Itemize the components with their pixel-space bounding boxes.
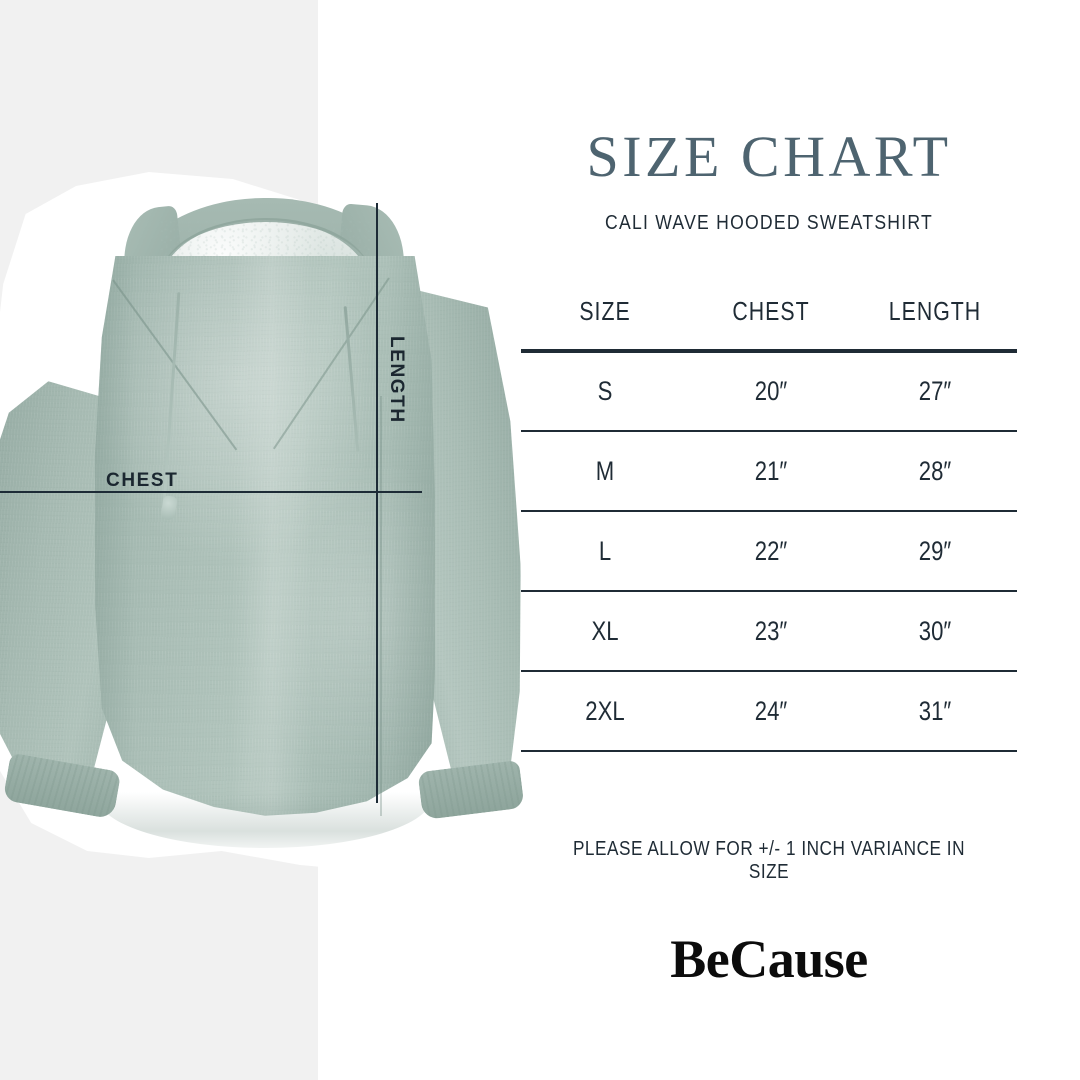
- cell-length: 28″: [918, 455, 952, 486]
- column-header-length: LENGTH: [888, 296, 982, 326]
- column-header-size: SIZE: [579, 296, 631, 326]
- cell-chest: 20″: [754, 376, 788, 406]
- chest-measure-label: CHEST: [106, 470, 179, 491]
- cell-size: 2XL: [585, 695, 625, 726]
- cell-size: L: [598, 535, 612, 566]
- table-row: L 22″ 29″: [521, 511, 1017, 591]
- cell-size: M: [595, 455, 615, 486]
- torso-drape-shading: [95, 256, 435, 816]
- brand-logo: BeCause: [670, 929, 868, 989]
- fabric-texture-torso: [95, 256, 435, 816]
- cell-chest: 21″: [754, 455, 788, 486]
- chest-measure-line: [0, 491, 422, 493]
- cell-length: 27″: [918, 376, 952, 406]
- table-row: S 20″ 27″: [521, 351, 1017, 431]
- length-measure-label: LENGTH: [386, 336, 407, 424]
- cuff-right: [417, 759, 525, 821]
- page-title: SIZE CHART: [586, 124, 952, 189]
- cell-size: XL: [591, 615, 619, 646]
- cell-chest: 22″: [754, 535, 788, 566]
- product-photo: CHEST LENGTH: [0, 0, 520, 1080]
- table-header-row: SIZE CHEST LENGTH: [521, 296, 1017, 351]
- table-row: 2XL 24″ 31″: [521, 671, 1017, 751]
- cell-chest: 23″: [754, 615, 788, 646]
- table-header: SIZE CHEST LENGTH: [521, 296, 1017, 351]
- torso-panel: [95, 256, 435, 816]
- cell-size: S: [597, 376, 613, 406]
- table-body: S 20″ 27″ M 21″ 28″ L 22″ 29″ XL 23″: [521, 351, 1017, 751]
- column-header-chest: CHEST: [732, 296, 810, 326]
- table-row: XL 23″ 30″: [521, 591, 1017, 671]
- variance-note: PLEASE ALLOW FOR +/- 1 INCH VARIANCE IN …: [572, 838, 966, 883]
- cell-length: 30″: [918, 615, 952, 646]
- chart-content: SIZE CHART CALI WAVE HOODED SWEATSHIRT S…: [521, 0, 1017, 1080]
- cell-chest: 24″: [754, 695, 788, 726]
- page-subtitle: CALI WAVE HOODED SWEATSHIRT: [605, 212, 933, 234]
- cell-length: 31″: [918, 695, 952, 726]
- size-chart-table: SIZE CHEST LENGTH S 20″ 27″ M 21″ 28″ L: [521, 296, 1017, 752]
- torso-fold-crease: [380, 396, 382, 816]
- cell-length: 29″: [918, 535, 952, 566]
- neckline-band: [160, 218, 372, 344]
- length-measure-line: [376, 203, 378, 803]
- cuff-left: [2, 752, 122, 820]
- table-row: M 21″ 28″: [521, 431, 1017, 511]
- sweatshirt-illustration: [20, 196, 500, 848]
